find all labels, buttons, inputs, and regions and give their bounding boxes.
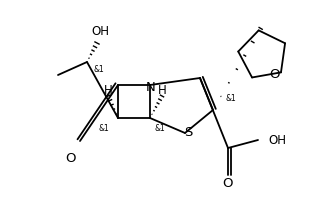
Text: O: O <box>223 176 233 189</box>
Text: H: H <box>158 84 166 97</box>
Text: O: O <box>65 151 75 164</box>
Text: &1: &1 <box>155 123 165 133</box>
Text: O: O <box>269 68 280 81</box>
Text: &1: &1 <box>93 64 104 74</box>
Text: &1: &1 <box>99 123 109 133</box>
Text: OH: OH <box>91 25 109 38</box>
Text: H: H <box>104 84 112 97</box>
Text: N: N <box>146 80 156 93</box>
Text: &1: &1 <box>226 93 236 102</box>
Text: S: S <box>184 126 192 139</box>
Text: OH: OH <box>268 134 286 147</box>
